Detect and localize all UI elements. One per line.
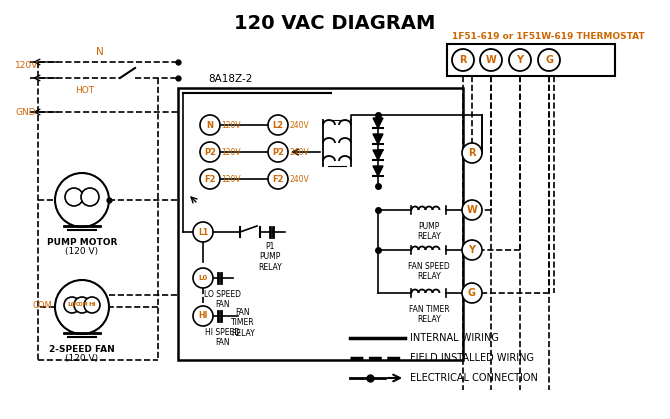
Text: LO: LO — [68, 303, 76, 308]
Text: PUMP
RELAY: PUMP RELAY — [417, 222, 441, 241]
Circle shape — [55, 173, 109, 227]
Text: GND: GND — [15, 108, 36, 116]
Circle shape — [193, 222, 213, 242]
Circle shape — [462, 143, 482, 163]
Text: 2-SPEED FAN: 2-SPEED FAN — [49, 345, 115, 354]
Text: 120V: 120V — [15, 61, 38, 70]
Text: N: N — [206, 121, 214, 129]
Text: COM: COM — [76, 303, 88, 308]
Circle shape — [55, 280, 109, 334]
Text: F2: F2 — [272, 174, 284, 184]
Text: 120V: 120V — [221, 147, 241, 157]
Text: 1F51-619 or 1F51W-619 THERMOSTAT: 1F51-619 or 1F51W-619 THERMOSTAT — [452, 32, 645, 41]
Text: COM: COM — [32, 300, 52, 310]
Circle shape — [200, 142, 220, 162]
Text: FAN SPEED
RELAY: FAN SPEED RELAY — [408, 262, 450, 282]
Text: (120 V): (120 V) — [66, 354, 98, 363]
Circle shape — [84, 297, 100, 313]
Text: R: R — [468, 148, 476, 158]
Text: 240V: 240V — [289, 147, 309, 157]
Text: P2: P2 — [272, 147, 284, 157]
Text: LO SPEED
FAN: LO SPEED FAN — [204, 290, 241, 309]
Polygon shape — [373, 166, 383, 176]
Bar — [178, 88, 463, 360]
Text: PUMP MOTOR: PUMP MOTOR — [47, 238, 117, 247]
Polygon shape — [373, 150, 383, 160]
Circle shape — [200, 169, 220, 189]
Circle shape — [452, 49, 474, 71]
Circle shape — [268, 115, 288, 135]
Circle shape — [193, 268, 213, 288]
Text: ELECTRICAL CONNECTION: ELECTRICAL CONNECTION — [410, 373, 538, 383]
Circle shape — [193, 306, 213, 326]
Circle shape — [509, 49, 531, 71]
Polygon shape — [373, 134, 383, 144]
Circle shape — [81, 188, 99, 206]
Circle shape — [74, 297, 90, 313]
Circle shape — [462, 200, 482, 220]
Text: INTERNAL WIRING: INTERNAL WIRING — [410, 333, 499, 343]
Text: L0: L0 — [198, 275, 208, 281]
Circle shape — [268, 142, 288, 162]
Text: F2: F2 — [204, 174, 216, 184]
Text: 120V: 120V — [221, 121, 241, 129]
Text: (120 V): (120 V) — [66, 247, 98, 256]
Text: Y: Y — [468, 245, 476, 255]
Text: HI: HI — [88, 303, 96, 308]
Text: FAN
TIMER
RELAY: FAN TIMER RELAY — [231, 308, 255, 338]
Text: FAN TIMER
RELAY: FAN TIMER RELAY — [409, 305, 450, 324]
Text: 8A18Z-2: 8A18Z-2 — [208, 74, 252, 84]
Text: G: G — [545, 55, 553, 65]
Polygon shape — [373, 118, 383, 128]
Text: P1
PUMP
RELAY: P1 PUMP RELAY — [258, 242, 282, 272]
Text: N: N — [96, 47, 104, 57]
Circle shape — [480, 49, 502, 71]
Text: FIELD INSTALLED WIRING: FIELD INSTALLED WIRING — [410, 353, 534, 363]
Circle shape — [538, 49, 560, 71]
Text: HOT: HOT — [76, 86, 94, 95]
Circle shape — [65, 188, 83, 206]
Text: 240V: 240V — [289, 174, 309, 184]
Text: G: G — [468, 288, 476, 298]
Text: L1: L1 — [198, 228, 208, 236]
Text: L2: L2 — [273, 121, 283, 129]
Text: 120 VAC DIAGRAM: 120 VAC DIAGRAM — [234, 14, 436, 33]
Text: W: W — [486, 55, 496, 65]
Text: Y: Y — [517, 55, 523, 65]
Circle shape — [462, 240, 482, 260]
Text: P2: P2 — [204, 147, 216, 157]
Bar — [447, 44, 615, 76]
Text: HI SPEED
FAN: HI SPEED FAN — [206, 328, 241, 347]
Text: 120V: 120V — [221, 174, 241, 184]
Text: W: W — [466, 205, 477, 215]
Circle shape — [64, 297, 80, 313]
Circle shape — [462, 283, 482, 303]
Circle shape — [268, 169, 288, 189]
Text: R: R — [459, 55, 467, 65]
Circle shape — [200, 115, 220, 135]
Text: HI: HI — [198, 311, 208, 321]
Text: 240V: 240V — [289, 121, 309, 129]
